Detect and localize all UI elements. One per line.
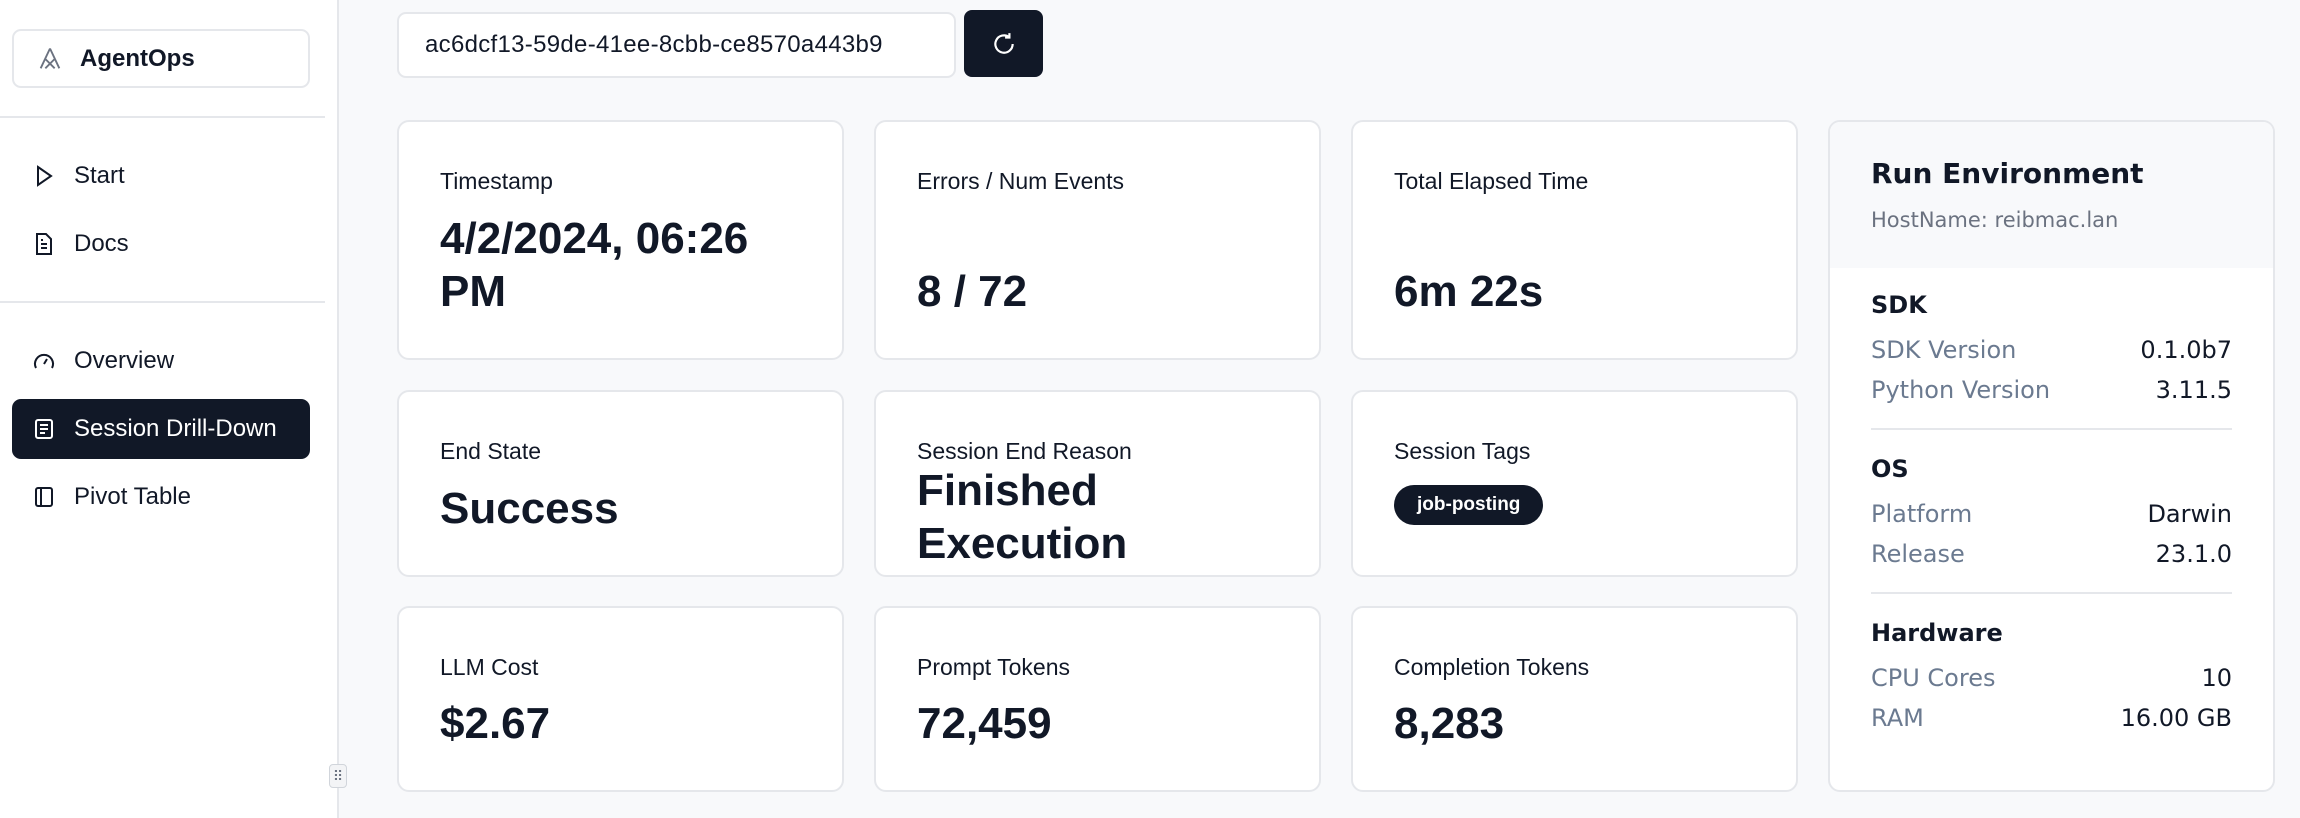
sidebar-item-session-drill-down[interactable]: Session Drill-Down bbox=[12, 399, 310, 459]
errors-card: Errors / Num Events 8 / 72 bbox=[874, 120, 1321, 360]
card-label: Completion Tokens bbox=[1394, 654, 1590, 680]
section-title: Hardware bbox=[1871, 619, 2003, 647]
refresh-button[interactable] bbox=[964, 10, 1043, 77]
panel-title: Run Environment bbox=[1871, 157, 2144, 190]
sidebar-item-start[interactable]: Start bbox=[12, 146, 310, 206]
env-value: Darwin bbox=[2147, 500, 2232, 528]
env-value: 10 bbox=[2201, 664, 2232, 692]
sidebar-item-pivot-table[interactable]: Pivot Table bbox=[12, 467, 310, 527]
env-row: SDK Version 0.1.0b7 bbox=[1871, 330, 2232, 370]
completion-tokens-card: Completion Tokens 8,283 bbox=[1351, 606, 1798, 792]
list-icon bbox=[35, 419, 53, 439]
refresh-icon bbox=[993, 32, 1014, 54]
end-reason-value: Finished Execution bbox=[917, 466, 1128, 568]
env-value: 16.00 GB bbox=[2120, 704, 2232, 732]
tag-badge[interactable]: job-posting bbox=[1394, 485, 1544, 525]
timestamp-value: 4/2/2024, 06:26 PM bbox=[440, 214, 749, 316]
end-reason-card: Session End Reason Finished Execution bbox=[874, 390, 1321, 577]
section-divider bbox=[1871, 592, 2232, 594]
env-key: SDK Version bbox=[1871, 336, 2017, 364]
llm-cost-value: $2.67 bbox=[440, 699, 551, 748]
llm-cost-card: LLM Cost $2.67 bbox=[397, 606, 844, 792]
env-row: Platform Darwin bbox=[1871, 494, 2232, 534]
card-label: Prompt Tokens bbox=[917, 654, 1070, 680]
card-label: Total Elapsed Time bbox=[1394, 168, 1589, 194]
env-value: 23.1.0 bbox=[2155, 540, 2232, 568]
card-label: Session End Reason bbox=[917, 438, 1132, 464]
sidebar-resize-handle[interactable]: ⠿ bbox=[329, 764, 347, 788]
end-state-card: End State Success bbox=[397, 390, 844, 577]
card-label: Session Tags bbox=[1394, 438, 1531, 464]
card-label: LLM Cost bbox=[440, 654, 539, 680]
env-row: Release 23.1.0 bbox=[1871, 534, 2232, 574]
env-key: Python Version bbox=[1871, 376, 2051, 404]
section-title: OS bbox=[1871, 455, 1909, 483]
sidebar-item-label: Overview bbox=[74, 347, 175, 374]
sidebar-item-label: Pivot Table bbox=[74, 483, 191, 510]
sidebar-item-docs[interactable]: Docs bbox=[12, 214, 310, 274]
completion-tokens-value: 8,283 bbox=[1394, 699, 1505, 748]
run-environment-panel: Run Environment HostName: reibmac.lan SD… bbox=[1828, 120, 2275, 792]
env-row: Python Version 3.11.5 bbox=[1871, 370, 2232, 410]
end-state-value: Success bbox=[440, 484, 619, 533]
gauge-icon bbox=[34, 353, 54, 369]
sidebar-item-label: Start bbox=[74, 162, 125, 189]
agentops-logo-icon bbox=[39, 47, 61, 69]
prompt-tokens-value: 72,459 bbox=[917, 699, 1052, 748]
prompt-tokens-card: Prompt Tokens 72,459 bbox=[874, 606, 1321, 792]
elapsed-time-value: 6m 22s bbox=[1394, 267, 1544, 316]
panel-icon bbox=[35, 487, 53, 507]
document-icon bbox=[36, 233, 52, 255]
sidebar-item-label: Session Drill-Down bbox=[74, 415, 277, 442]
elapsed-time-card: Total Elapsed Time 6m 22s bbox=[1351, 120, 1798, 360]
env-row: CPU Cores 10 bbox=[1871, 658, 2232, 698]
env-value: 0.1.0b7 bbox=[2140, 336, 2232, 364]
play-icon bbox=[37, 165, 53, 187]
sidebar-divider bbox=[0, 116, 325, 118]
errors-value: 8 / 72 bbox=[917, 267, 1028, 316]
section-divider bbox=[1871, 428, 2232, 430]
env-key: RAM bbox=[1871, 704, 1924, 732]
sidebar-item-overview[interactable]: Overview bbox=[12, 331, 310, 391]
timestamp-card: Timestamp 4/2/2024, 06:26 PM bbox=[397, 120, 844, 360]
card-label: End State bbox=[440, 438, 542, 464]
env-row: RAM 16.00 GB bbox=[1871, 698, 2232, 738]
hostname: HostName: reibmac.lan bbox=[1871, 208, 2119, 232]
card-label: Errors / Num Events bbox=[917, 168, 1125, 194]
app-logo-button[interactable]: AgentOps bbox=[12, 29, 310, 88]
env-key: CPU Cores bbox=[1871, 664, 1996, 692]
env-key: Platform bbox=[1871, 500, 1973, 528]
card-label: Timestamp bbox=[440, 168, 553, 194]
app-name: AgentOps bbox=[80, 44, 195, 72]
sidebar: AgentOps Start Docs Overview Session Dri… bbox=[0, 0, 339, 818]
env-key: Release bbox=[1871, 540, 1965, 568]
sidebar-divider bbox=[0, 301, 325, 303]
session-id-input[interactable]: ac6dcf13-59de-41ee-8cbb-ce8570a443b9 bbox=[397, 12, 956, 78]
session-tags-card: Session Tags job-posting bbox=[1351, 390, 1798, 577]
sidebar-item-label: Docs bbox=[74, 230, 129, 257]
section-title: SDK bbox=[1871, 291, 1927, 319]
env-value: 3.11.5 bbox=[2155, 376, 2232, 404]
